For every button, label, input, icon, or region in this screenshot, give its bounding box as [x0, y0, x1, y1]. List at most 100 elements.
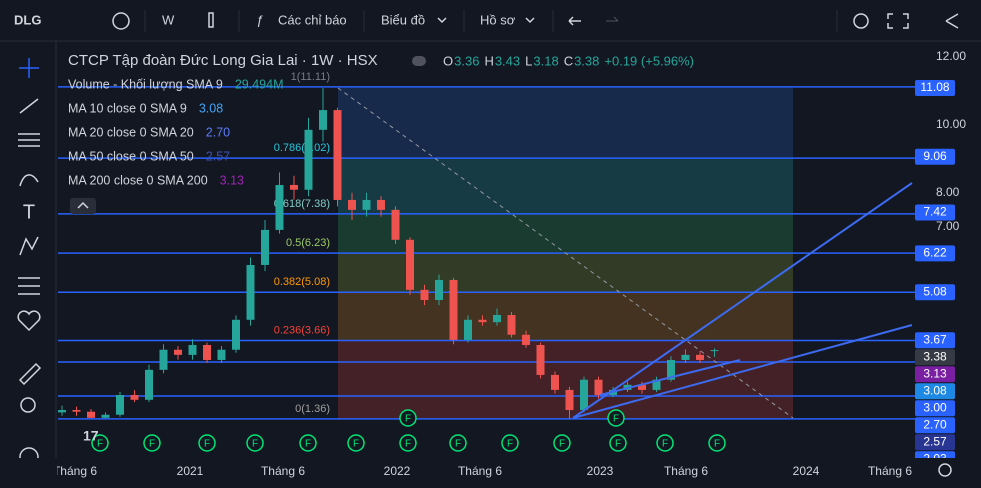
indicator-name: MA 10 close 0 SMA 9 — [68, 101, 187, 115]
indicator-name: Volume - Khối lượng SMA 9 — [68, 77, 223, 91]
event-icon — [607, 409, 625, 427]
event-icon-f: F — [405, 414, 411, 425]
event-icon-f: F — [455, 439, 461, 450]
candle-body — [696, 354, 704, 360]
prediction-tool[interactable] — [18, 277, 40, 295]
dropdown-arrows — [437, 17, 535, 24]
candle-body — [551, 374, 559, 390]
candle-body — [710, 350, 719, 352]
indicator-value: 3.08 — [199, 101, 223, 115]
legend-title: CTCP Tập đoàn Đức Long Gia Lai · 1W · HS… — [68, 52, 378, 69]
x-tick-label: 2021 — [177, 464, 204, 478]
candle-body — [362, 199, 371, 210]
candle-icon[interactable] — [208, 12, 214, 28]
price-label: 9.06 — [923, 149, 947, 163]
brush-tool[interactable] — [19, 174, 39, 187]
candle-body — [406, 239, 414, 290]
ohlc-value: 3.38 — [574, 53, 599, 68]
magnet[interactable] — [19, 447, 39, 465]
price-label: 11.08 — [920, 80, 949, 94]
fib-label: 1(11.11) — [291, 71, 330, 83]
event-icon-f: F — [305, 439, 311, 450]
zoom[interactable] — [20, 397, 36, 413]
event-icon — [399, 434, 417, 452]
x-tick-label: Tháng 6 — [664, 464, 708, 478]
candle-body — [87, 411, 95, 418]
candle-body — [580, 379, 588, 410]
fib-zone — [338, 158, 793, 214]
event-icon — [91, 434, 109, 452]
candle-body — [174, 349, 182, 355]
candle-body — [652, 379, 661, 390]
price-label: 2.70 — [923, 417, 947, 431]
event-icon-f: F — [204, 439, 210, 450]
add-symbol[interactable] — [112, 12, 130, 30]
candle-body — [333, 110, 342, 200]
event-icon — [399, 409, 417, 427]
settings[interactable] — [853, 13, 869, 29]
candle-body — [232, 319, 240, 350]
candle-body — [507, 315, 516, 335]
candle-body — [58, 410, 66, 413]
pattern-tool[interactable] — [19, 236, 39, 256]
fullscreen[interactable] — [887, 13, 909, 29]
price-label: 2.57 — [923, 434, 947, 448]
event-icon-f: F — [405, 439, 411, 450]
x-tick-label: 2024 — [793, 464, 820, 478]
favorites[interactable] — [17, 310, 41, 332]
redo — [606, 16, 619, 22]
y-tick-label: 12.00 — [936, 49, 966, 63]
ruler[interactable] — [18, 362, 42, 386]
symbol[interactable]: DLG — [14, 12, 41, 27]
event-icon-f: F — [615, 439, 621, 450]
axis-settings[interactable] — [938, 463, 952, 477]
indicator-value: 2.57 — [206, 149, 230, 163]
event-icon — [347, 434, 365, 452]
crosshair[interactable] — [19, 58, 39, 78]
price-label-box — [915, 366, 955, 383]
undo[interactable] — [568, 16, 581, 26]
fib-label: 0(1.36) — [295, 403, 330, 415]
price-label-box — [915, 284, 955, 301]
fib-label: 0.236(3.66) — [274, 324, 330, 336]
candle-body — [304, 129, 313, 190]
y-tick-label: 10.00 — [936, 117, 966, 131]
event-icon — [501, 434, 519, 452]
candle-body — [319, 110, 327, 130]
indicators[interactable]: Các chỉ báo — [278, 12, 347, 27]
collapse-button[interactable] — [70, 198, 96, 214]
share[interactable] — [945, 13, 959, 29]
fib-zone — [338, 86, 793, 159]
x-tick-label: Tháng 6 — [458, 464, 502, 478]
interval[interactable]: W — [162, 12, 175, 27]
fib-zone — [338, 292, 793, 341]
candle-body — [449, 279, 458, 340]
candle-body — [435, 279, 443, 301]
candle-body — [464, 319, 472, 340]
event-icon-f: F — [252, 439, 258, 450]
ohlc-value: 3.18 — [533, 53, 558, 68]
candle-body — [667, 359, 675, 380]
fib-label: 0.618(7.38) — [274, 198, 330, 210]
candle-body — [101, 414, 110, 418]
indicator-value: 2.70 — [206, 125, 230, 139]
price-label: 3.08 — [923, 383, 947, 397]
candle-body — [594, 379, 603, 396]
price-label-box — [915, 148, 955, 165]
event-icon-f: F — [559, 439, 565, 450]
toolbar: DLG W Các chỉ báo ƒ Biểu đồ Hồ sơ — [14, 10, 959, 32]
candle-body — [420, 289, 429, 301]
price-label: 6.22 — [923, 246, 947, 260]
price-label-box — [915, 204, 955, 221]
event-icon-f: F — [714, 439, 720, 450]
text-tool[interactable]: T — [23, 201, 35, 223]
template[interactable]: Hồ sơ — [480, 12, 516, 27]
candle-body — [275, 184, 284, 230]
ohlc-key: H — [484, 53, 493, 68]
trendline-tool[interactable] — [19, 98, 39, 114]
price-label-box — [915, 79, 955, 96]
chart-type[interactable]: Biểu đồ — [381, 12, 425, 27]
fib-tool[interactable] — [18, 133, 40, 147]
